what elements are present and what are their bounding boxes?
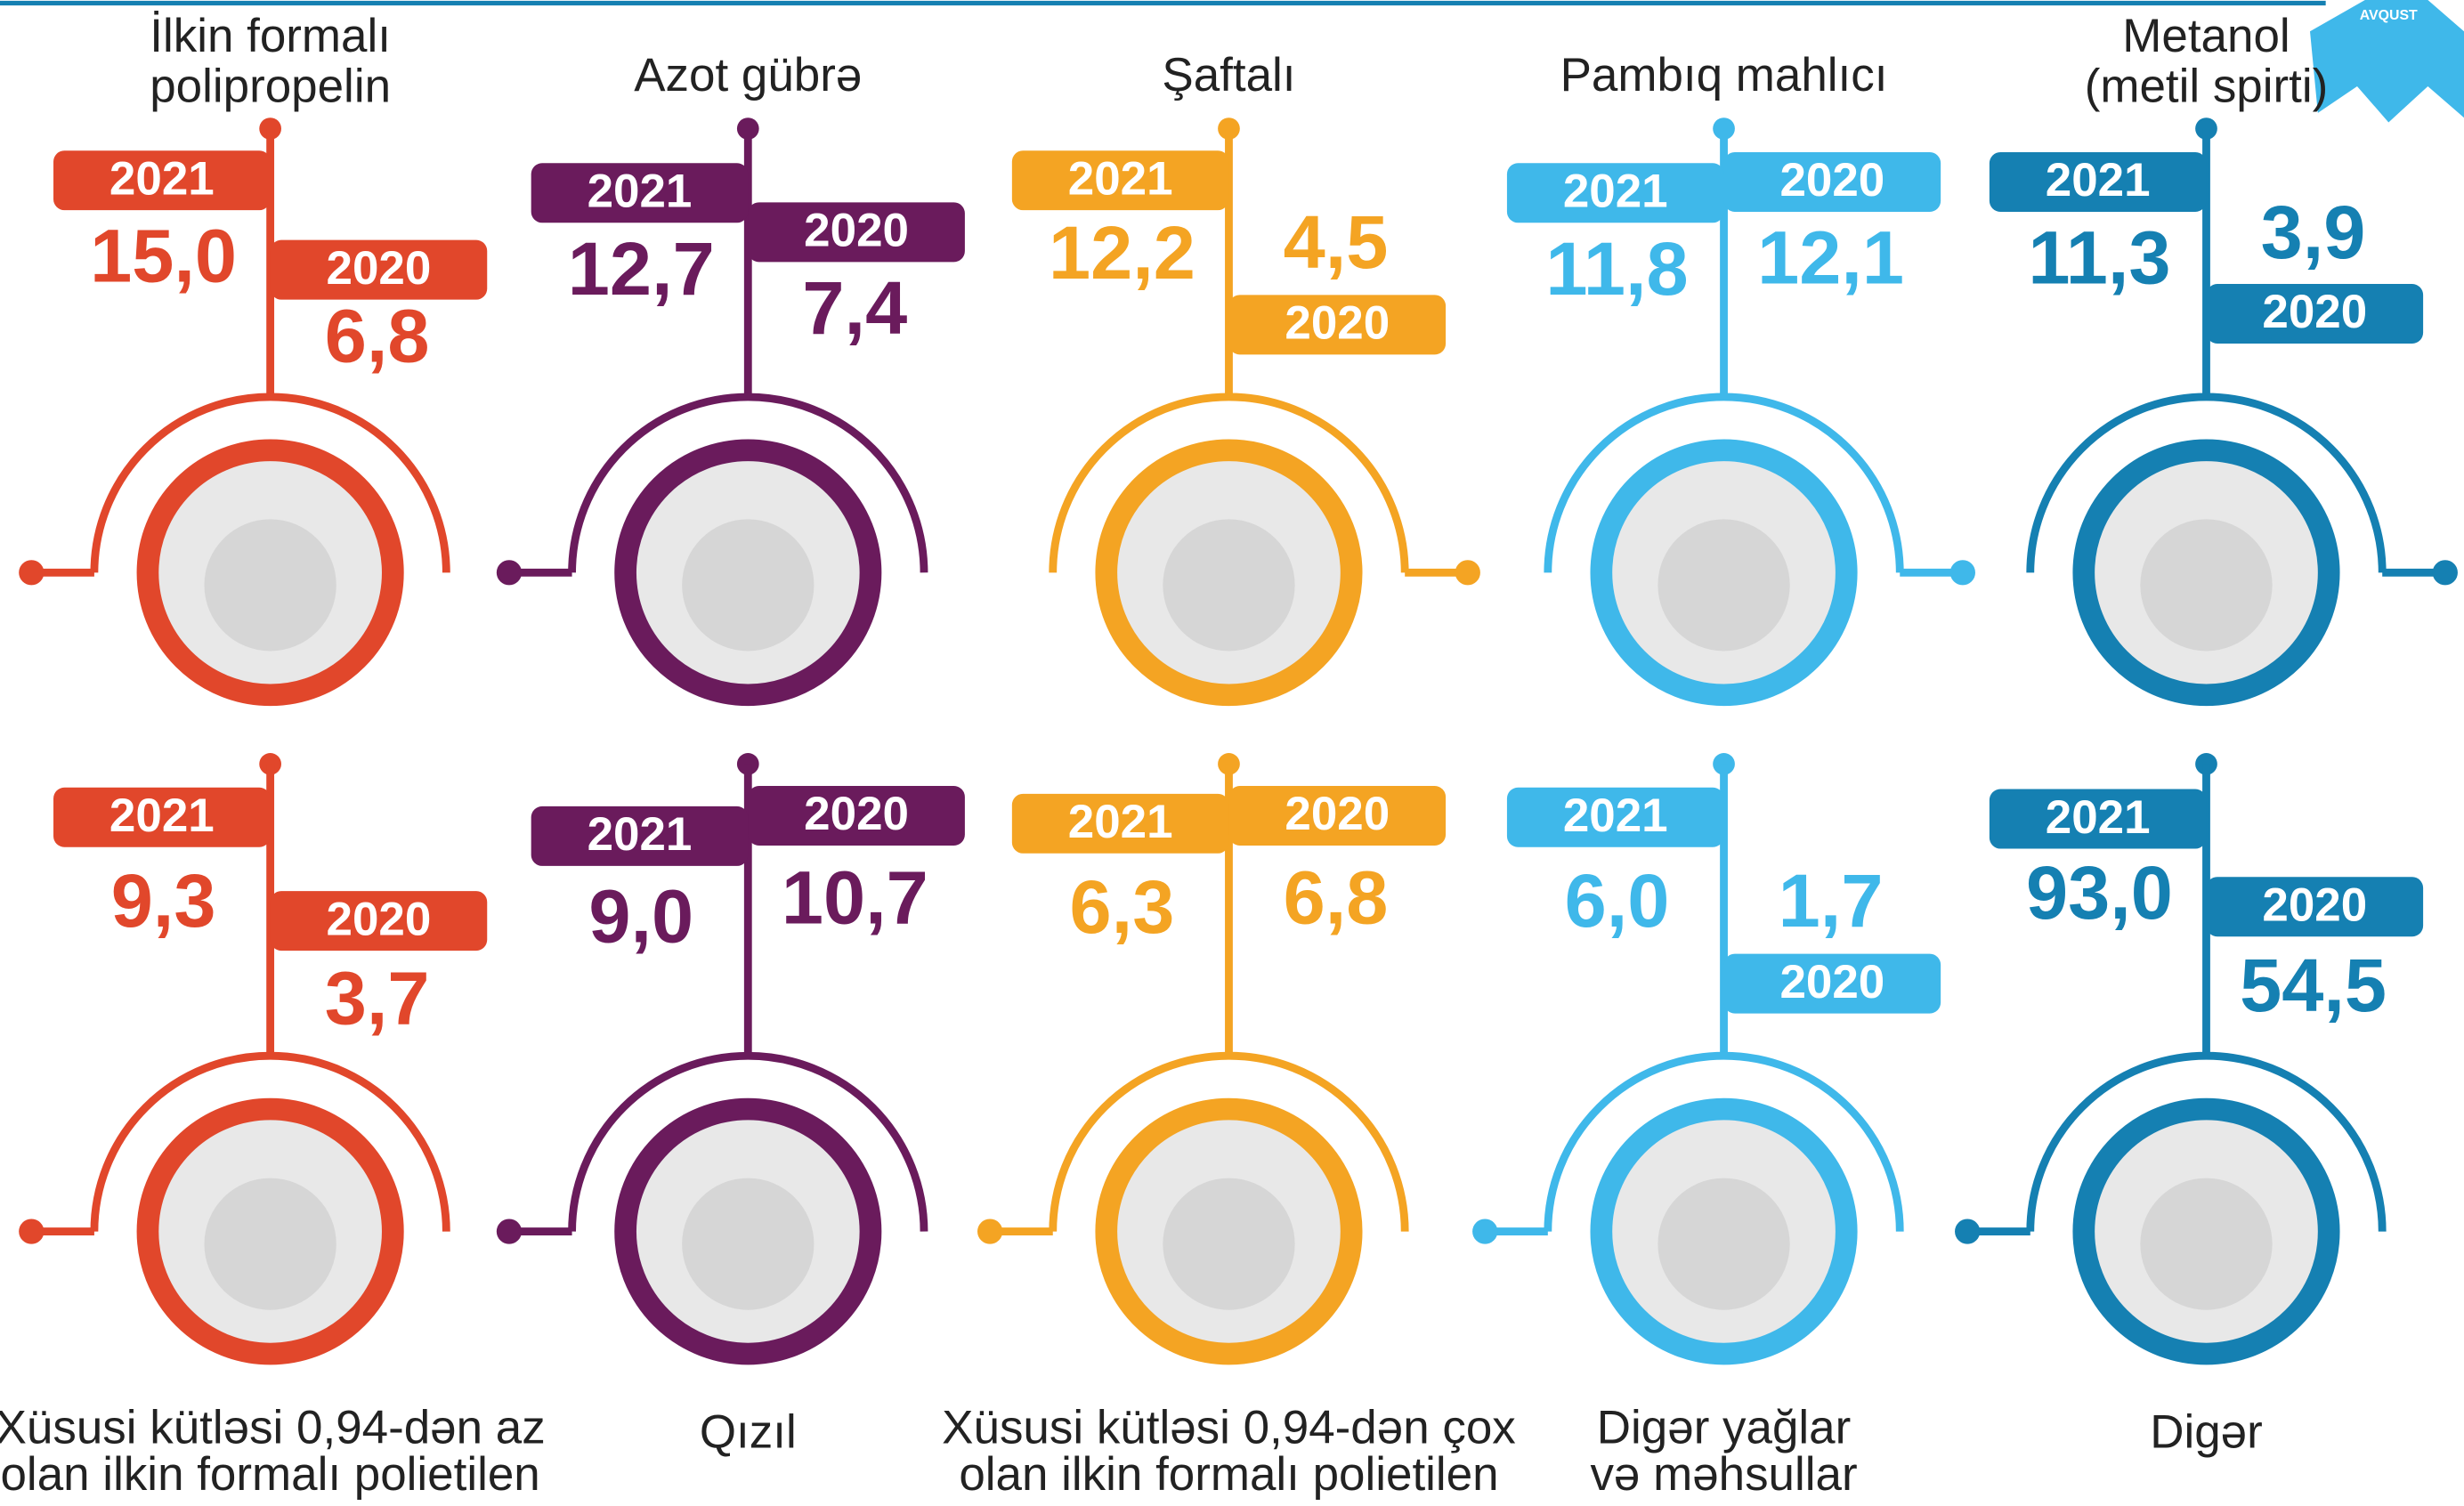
year-label: 2021 <box>1068 796 1173 848</box>
product-image-inner <box>2140 519 2272 651</box>
year-label: 2021 <box>109 152 215 205</box>
infographic: AVQUST İlkin formalıpolipropelin 2021 15,0… <box>0 0 2464 1506</box>
value: 9,3 <box>111 858 216 943</box>
year-label: 2020 <box>2262 286 2367 338</box>
value: 6,8 <box>1284 855 1389 940</box>
value: 10,7 <box>782 855 928 940</box>
item-label: Pambıq mahlıcı <box>1560 49 1888 101</box>
year-label: 2020 <box>804 788 909 840</box>
product-image-inner <box>1658 1178 1789 1310</box>
year-label: 2020 <box>1285 788 1390 840</box>
item-label: Digər yağlar <box>1597 1401 1851 1453</box>
value: 12,2 <box>1049 210 1196 295</box>
arc-dot <box>1955 1219 1980 1243</box>
value: 11,3 <box>2028 215 2170 300</box>
value: 3,9 <box>2261 190 2366 274</box>
value: 9,0 <box>588 874 693 959</box>
item-label: İlkin formalı <box>150 10 391 62</box>
value: 6,0 <box>1565 858 1670 943</box>
year-label: 2020 <box>804 205 909 257</box>
year-label: 2021 <box>109 789 215 842</box>
item-label: Şaftalı <box>1162 49 1295 101</box>
item-label: Metanol <box>2122 10 2290 62</box>
value: 3,7 <box>325 955 430 1040</box>
arc-dot <box>497 1219 522 1243</box>
item-label: Qızıl <box>700 1406 797 1459</box>
item-label: (metil spirti) <box>2085 60 2329 112</box>
year-label: 2021 <box>588 808 693 861</box>
badge-text: AVQUST <box>2360 8 2418 23</box>
product-image-inner <box>204 1178 336 1310</box>
product-image-inner <box>682 519 814 651</box>
arc-dot <box>497 560 522 585</box>
arc-dot <box>1950 560 1975 585</box>
value: 4,5 <box>1284 199 1389 284</box>
arc-dot <box>19 560 44 585</box>
year-label: 2020 <box>1779 154 1884 206</box>
badge: AVQUST <box>2310 0 2464 122</box>
item-label: və məhsullar <box>1590 1448 1857 1501</box>
year-label: 2020 <box>327 893 432 945</box>
arc-dot <box>1472 1219 1497 1243</box>
item-label: Digər <box>2150 1406 2263 1459</box>
item-label: Xüsusi kütləsi 0,94-dən çox <box>942 1401 1516 1453</box>
year-label: 2020 <box>1285 297 1390 350</box>
product-image-inner <box>682 1178 814 1310</box>
item-label: Azot gübrə <box>634 49 862 101</box>
item-label: olan ilkin formalı polietilen <box>0 1448 539 1501</box>
year-label: 2021 <box>1563 789 1668 842</box>
product-image-inner <box>1163 519 1294 651</box>
year-label: 2021 <box>588 166 693 218</box>
value: 6,3 <box>1070 864 1175 949</box>
arc-dot <box>1455 560 1480 585</box>
value: 1,7 <box>1779 858 1884 943</box>
product-image-inner <box>1658 519 1789 651</box>
value: 11,8 <box>1545 226 1688 311</box>
year-label: 2020 <box>1779 956 1884 1008</box>
year-label: 2020 <box>2262 878 2367 931</box>
product-image-inner <box>2140 1178 2272 1310</box>
year-label: 2021 <box>1068 152 1173 205</box>
item-label: Xüsusi kütləsi 0,94-dən az <box>0 1401 546 1453</box>
year-label: 2020 <box>327 242 432 295</box>
value: 15,0 <box>90 214 237 298</box>
year-label: 2021 <box>1563 166 1668 218</box>
item-label: polipropelin <box>150 60 391 112</box>
year-label: 2021 <box>2046 154 2151 206</box>
product-image-inner <box>1163 1178 1294 1310</box>
page: {"badge":"AVQUST", "year_labels":["2021"… <box>0 0 2464 1506</box>
value: 12,1 <box>1757 215 1904 300</box>
value: 6,8 <box>325 294 430 378</box>
value: 12,7 <box>568 226 715 311</box>
arc-dot <box>977 1219 1002 1243</box>
value: 54,5 <box>2240 943 2387 1027</box>
year-label: 2021 <box>2046 791 2151 844</box>
arc-dot <box>2433 560 2458 585</box>
value: 7,4 <box>802 265 907 350</box>
item-label: olan ilkin formalı polietilen <box>959 1448 1498 1501</box>
value: 93,0 <box>2026 850 2173 935</box>
arc-dot <box>19 1219 44 1243</box>
product-image-inner <box>204 519 336 651</box>
